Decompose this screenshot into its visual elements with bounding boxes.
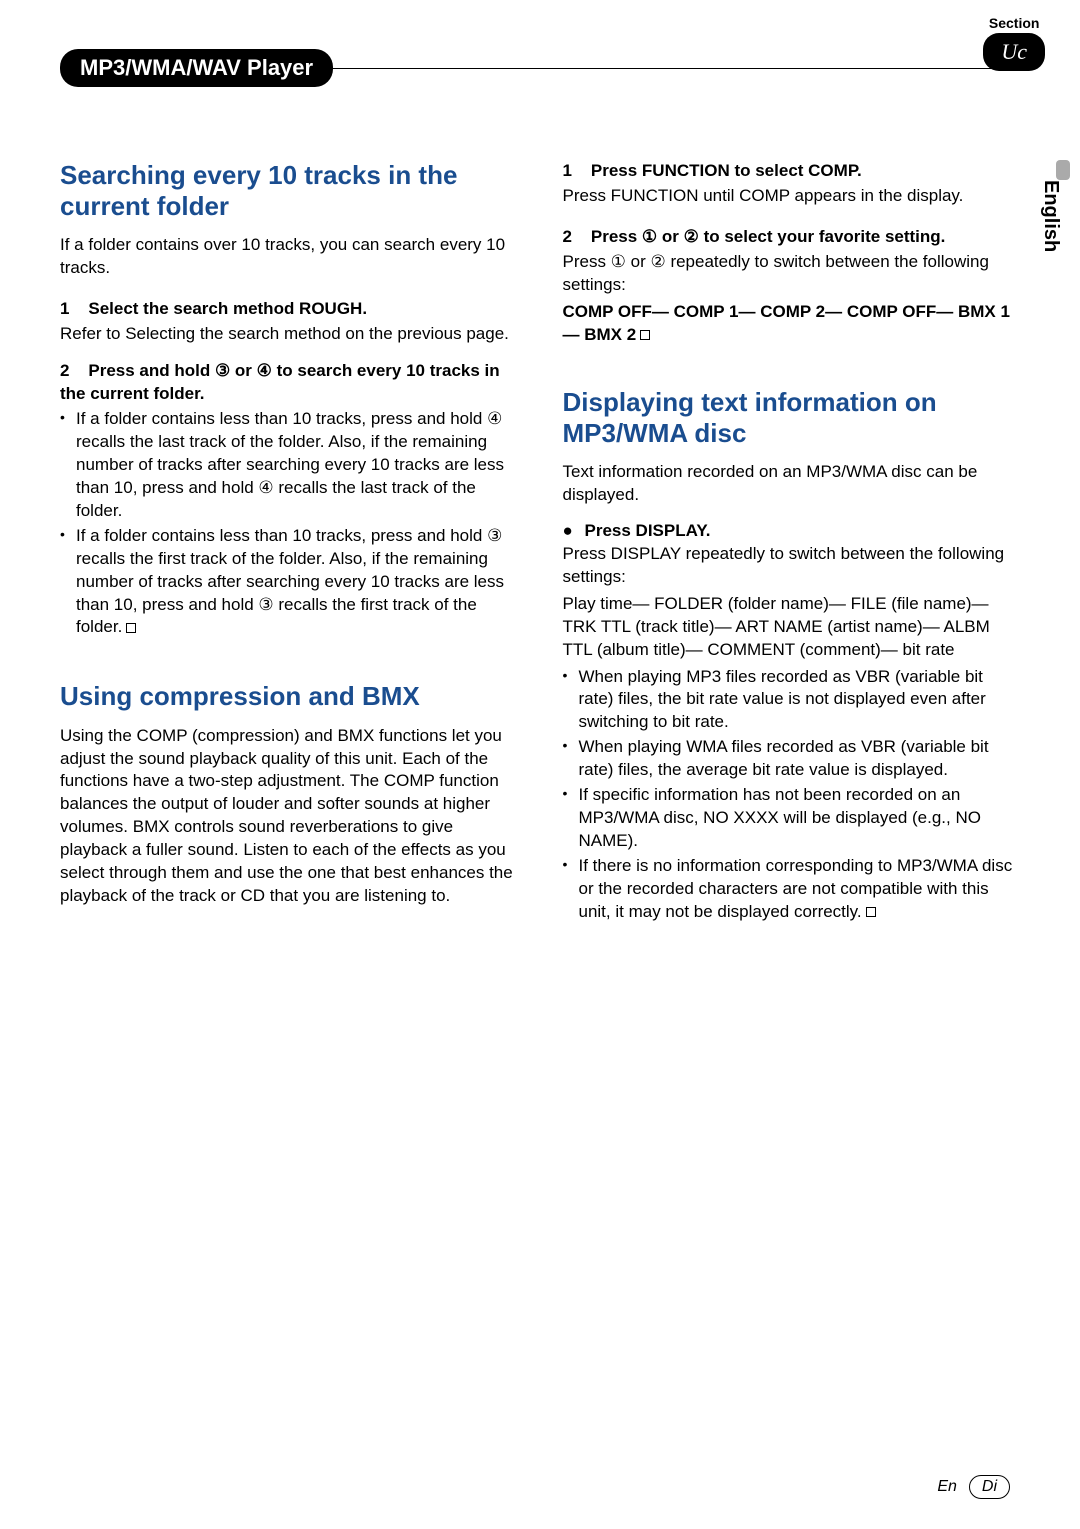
right-column: 1 Press FUNCTION to select COMP. Press F…	[563, 160, 1021, 926]
r2-note2: When playing WMA files recorded as VBR (…	[563, 736, 1021, 782]
section1-title: Searching every 10 tracks in the current…	[60, 160, 518, 222]
section-code: Uc	[983, 33, 1045, 71]
r2-note4-text: If there is no information corresponding…	[579, 856, 1013, 921]
section2-intro: Using the COMP (compression) and BMX fun…	[60, 725, 518, 909]
r1-cycle: COMP OFF— COMP 1— COMP 2— COMP OFF— BMX …	[563, 301, 1021, 347]
title-bar: MP3/WMA/WAV Player	[60, 50, 660, 86]
r1-step1-num: 1	[563, 161, 572, 180]
footer-page: Di	[969, 1475, 1010, 1499]
end-marker-icon	[866, 907, 876, 917]
s1-step1: 1 Select the search method ROUGH.	[60, 298, 518, 321]
section-badge: Section Uc	[983, 15, 1045, 71]
r1-step1-bold: Press FUNCTION to select COMP.	[591, 161, 862, 180]
s1-note2: If a folder contains less than 10 tracks…	[60, 525, 518, 640]
s1-step2: 2 Press and hold ③ or ④ to search every …	[60, 360, 518, 406]
side-indicator	[1056, 160, 1070, 180]
s1-note2-text: If a folder contains less than 10 tracks…	[76, 526, 504, 637]
r2-press: Press DISPLAY.	[563, 521, 1021, 541]
r2-note4: If there is no information corresponding…	[563, 855, 1021, 924]
section-label: Section	[983, 15, 1045, 31]
s1-step2-num: 2	[60, 361, 69, 380]
s1-step2-bold: Press and hold ③ or ④ to search every 10…	[60, 361, 500, 403]
page-title: MP3/WMA/WAV Player	[60, 49, 333, 87]
end-marker-icon	[640, 330, 650, 340]
r1-step1: 1 Press FUNCTION to select COMP.	[563, 160, 1021, 183]
r1-step2-body: Press ① or ② repeatedly to switch betwee…	[563, 251, 1021, 297]
r1-step1-body: Press FUNCTION until COMP appears in the…	[563, 185, 1021, 208]
r2-intro: Text information recorded on an MP3/WMA …	[563, 461, 1021, 507]
language-tab: English	[1039, 180, 1062, 252]
s1-step1-num: 1	[60, 299, 69, 318]
left-column: Searching every 10 tracks in the current…	[60, 160, 518, 926]
r2-press-body: Press DISPLAY repeatedly to switch betwe…	[563, 543, 1021, 589]
r2-title: Displaying text information on MP3/WMA d…	[563, 387, 1021, 449]
s1-step1-ref: Refer to Selecting the search method on …	[60, 323, 518, 346]
r1-step2-bold: Press ① or ② to select your favorite set…	[591, 227, 946, 246]
page-header: MP3/WMA/WAV Player Section Uc	[0, 0, 1080, 100]
r2-note1: When playing MP3 files recorded as VBR (…	[563, 666, 1021, 735]
section1-intro: If a folder contains over 10 tracks, you…	[60, 234, 518, 280]
r1-step2-num: 2	[563, 227, 572, 246]
footer-lang: En	[937, 1478, 957, 1496]
end-marker-icon	[126, 623, 136, 633]
r2-note3: If specific information has not been rec…	[563, 784, 1021, 853]
r2-cycle: Play time— FOLDER (folder name)— FILE (f…	[563, 593, 1021, 662]
s1-note1: If a folder contains less than 10 tracks…	[60, 408, 518, 523]
section2-title: Using compression and BMX	[60, 681, 518, 712]
content-area: Searching every 10 tracks in the current…	[0, 100, 1080, 926]
page-footer: En Di	[937, 1475, 1010, 1499]
s1-step1-bold: Select the search method ROUGH.	[88, 299, 367, 318]
r1-step2: 2 Press ① or ② to select your favorite s…	[563, 226, 1021, 249]
r1-cycle-text: COMP OFF— COMP 1— COMP 2— COMP OFF— BMX …	[563, 302, 1010, 344]
